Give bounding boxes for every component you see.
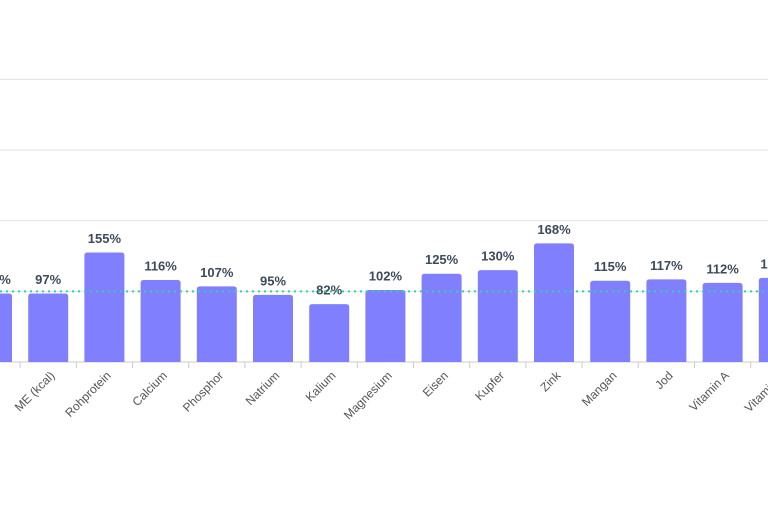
value-label: 82% [316,283,342,298]
bar [28,293,69,362]
x-tick-label: Eisen [420,368,451,399]
value-label: 130% [481,249,515,264]
x-tick-label: Vitamin D [742,368,768,415]
bar [590,280,631,362]
x-tick-label: Kupfer [472,368,507,403]
x-tick-label: ME (kcal) [12,368,58,414]
value-label: 117% [650,258,683,273]
bar [309,304,350,362]
bar [365,289,406,362]
x-tick-label: Kalium [303,368,339,404]
bar [758,277,768,362]
x-tick-label: Zink [537,368,564,395]
value-label: 102% [369,268,403,283]
value-label: 107% [200,265,234,280]
value-label: 1 [760,256,767,271]
x-tick-label: Rohprotein [62,368,113,419]
value-label: 97% [35,272,61,287]
bar [702,282,743,362]
bar [534,243,574,362]
bar [84,252,125,362]
bar [196,286,237,362]
x-tick-label: Vitamin A [686,368,732,414]
bar [646,279,687,362]
value-label: 112% [706,261,739,276]
x-tick-label: Phosphor [180,368,226,414]
bar [477,270,518,362]
value-label: 95% [260,273,286,288]
bar [0,293,12,362]
x-tick-label: Natrium [243,368,283,408]
value-label: % [0,272,11,287]
x-tick-label: Jod [652,368,676,392]
bar [253,294,293,362]
x-tick-label: Mangan [579,368,620,409]
x-tick-label: Magnesium [341,368,395,422]
value-label: 168% [537,222,571,237]
x-tick-label: Calcium [129,368,170,409]
value-label: 115% [594,259,627,274]
value-label: 116% [144,258,177,273]
value-label: 125% [425,252,459,267]
bar [140,280,181,362]
value-label: 155% [88,231,122,246]
bar [421,273,462,362]
